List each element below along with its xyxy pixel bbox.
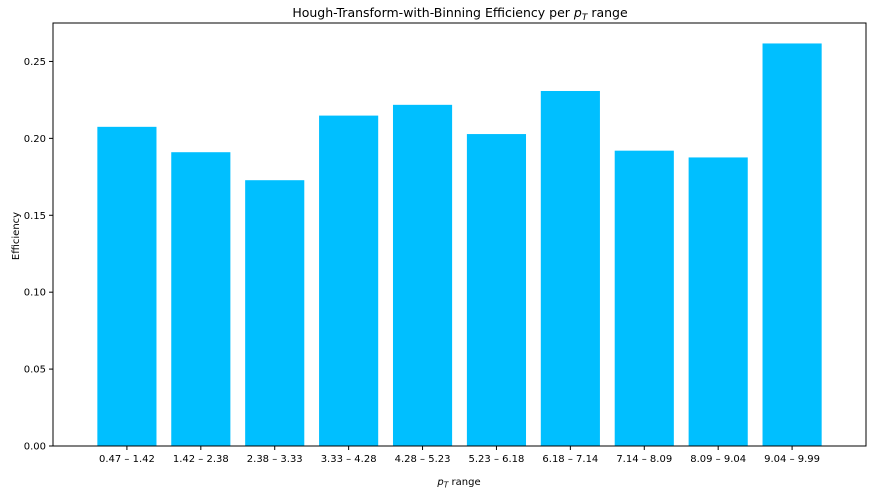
bar-4 [392,104,453,446]
bars-group [97,43,822,447]
chart-title: Hough-Transform-with-Binning Efficiency … [292,5,628,23]
y-tick-label-2: 0.10 [24,288,46,299]
chart-title-var: p [573,5,582,20]
y-axis-label: Efficiency [11,212,22,260]
x-tick-label-2: 2.38 – 3.33 [247,454,303,465]
x-tick-label-1: 1.42 – 2.38 [173,454,229,465]
bar-7 [614,150,674,447]
y-tick-label-4: 0.20 [24,134,46,145]
bar-6 [540,90,600,447]
y-axis-ticks: 0.00 0.05 0.10 0.15 0.20 0.25 [24,57,53,453]
bar-3 [319,115,379,446]
chart-title-prefix: Hough-Transform-with-Binning Efficiency … [292,5,574,20]
y-tick-label-5: 0.25 [24,57,46,68]
x-axis-label: pT range [436,477,480,490]
bar-0 [97,126,157,446]
bar-2 [245,180,305,446]
x-tick-label-3: 3.33 – 4.28 [321,454,377,465]
bar-8 [688,157,748,446]
plot-frame [52,22,867,447]
x-axis-label-suffix: range [448,477,480,488]
x-tick-label-9: 9.04 – 9.99 [764,454,820,465]
x-axis-label-sub: T [444,481,450,490]
x-tick-label-7: 7.14 – 8.09 [616,454,672,465]
chart-title-sub: T [582,13,589,23]
x-tick-label-8: 8.09 – 9.04 [690,454,746,465]
x-tick-label-5: 5.23 – 6.18 [469,454,525,465]
bar-9 [762,43,822,447]
x-axis-ticks: 0.47 – 1.42 1.42 – 2.38 2.38 – 3.33 3.33 – … [99,446,820,465]
bar-1 [171,152,231,446]
y-tick-label-1: 0.05 [24,365,46,376]
chart-title-suffix: range [587,5,628,20]
bar-5 [466,134,527,446]
x-tick-label-0: 0.47 – 1.42 [99,454,155,465]
y-tick-label-3: 0.15 [24,211,46,222]
x-tick-label-4: 4.28 – 5.23 [395,454,451,465]
x-tick-label-6: 6.18 – 7.14 [542,454,598,465]
y-tick-label-0: 0.00 [24,442,46,453]
x-axis-label-var: p [436,477,443,488]
